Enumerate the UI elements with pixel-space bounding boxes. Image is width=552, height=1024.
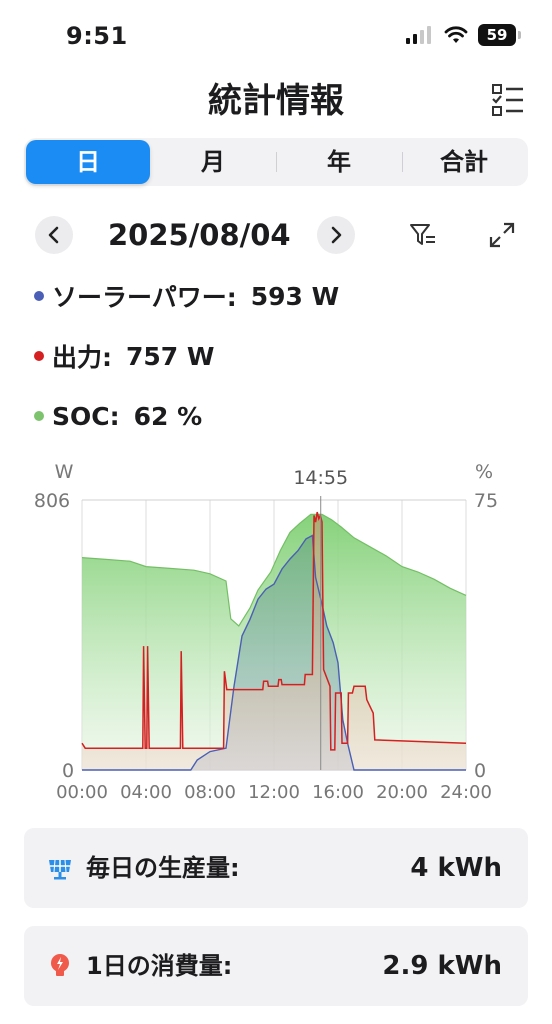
x-axis-tick-label: 12:00 bbox=[248, 782, 300, 803]
expand-icon[interactable] bbox=[487, 220, 517, 250]
metric-label: 出力: bbox=[52, 343, 112, 372]
title-bar: 統計情報 bbox=[0, 72, 552, 130]
tab-divider bbox=[276, 152, 277, 172]
daily-consumption-card[interactable]: 1日の消費量: 2.9 kWh bbox=[24, 926, 528, 1006]
metric-value: 62 % bbox=[133, 401, 203, 431]
right-axis-min: 0 bbox=[474, 760, 486, 782]
output-area bbox=[82, 512, 466, 770]
chevron-left-icon bbox=[48, 226, 59, 244]
x-axis-tick-label: 16:00 bbox=[312, 782, 364, 803]
period-tabs: 日 月 年 合計 bbox=[24, 138, 528, 186]
card-value: 4 kWh bbox=[410, 853, 502, 883]
tab-month[interactable]: 月 bbox=[201, 148, 225, 176]
left-axis-min: 0 bbox=[62, 760, 74, 782]
current-date[interactable]: 2025/08/04 bbox=[108, 218, 291, 252]
battery-level: 59 bbox=[486, 26, 508, 44]
x-axis-tick-label: 24:00 bbox=[440, 782, 492, 803]
next-day-button[interactable] bbox=[317, 216, 355, 254]
x-axis-tick-label: 08:00 bbox=[184, 782, 236, 803]
left-axis-unit: W bbox=[55, 461, 74, 483]
output-legend-dot bbox=[34, 351, 44, 361]
tab-divider bbox=[402, 152, 403, 172]
x-axis-tick-label: 00:00 bbox=[56, 782, 108, 803]
filter-icon[interactable] bbox=[408, 220, 438, 250]
left-axis-max: 806 bbox=[34, 490, 70, 512]
output-line bbox=[81, 511, 467, 751]
metric-label: SOC: bbox=[52, 401, 120, 431]
metric-value: 757 W bbox=[126, 341, 215, 371]
solar-panel-icon bbox=[49, 859, 71, 880]
status-bar: 9:51 59 bbox=[0, 0, 552, 70]
card-value: 2.9 kWh bbox=[382, 951, 502, 981]
status-icons: 59 bbox=[406, 24, 521, 46]
x-axis-tick-label: 04:00 bbox=[120, 782, 172, 803]
daily-production-card[interactable]: 毎日の生産量: 4 kWh bbox=[24, 828, 528, 908]
right-axis-unit: % bbox=[475, 461, 493, 483]
page-title: 統計情報 bbox=[208, 81, 344, 121]
metric-label: ソーラーパワー: bbox=[52, 283, 237, 312]
prev-day-button[interactable] bbox=[35, 216, 73, 254]
soc-line bbox=[81, 513, 467, 627]
right-axis-max: 75 bbox=[474, 490, 498, 512]
x-axis-tick-label: 20:00 bbox=[376, 782, 428, 803]
card-label: 1日の消費量: bbox=[86, 952, 233, 980]
metric-solar-power: ソーラーパワー: 593 W bbox=[34, 276, 339, 316]
status-time: 9:51 bbox=[66, 22, 128, 50]
metric-value: 593 W bbox=[250, 281, 340, 311]
solar-power-area bbox=[82, 535, 466, 770]
soc-legend-dot bbox=[34, 411, 44, 421]
checklist-icon[interactable] bbox=[490, 82, 526, 118]
signal-icon bbox=[406, 26, 431, 44]
date-navigation: 2025/08/04 bbox=[0, 212, 552, 258]
solar-power-line bbox=[82, 534, 466, 771]
card-label: 毎日の生産量: bbox=[86, 854, 240, 882]
battery-icon: 59 bbox=[478, 24, 521, 46]
metric-soc: SOC: 62 % bbox=[34, 396, 202, 436]
metric-output: 出力: 757 W bbox=[34, 336, 214, 376]
wifi-icon bbox=[444, 26, 468, 43]
lightbulb-icon bbox=[51, 954, 69, 976]
solar-legend-dot bbox=[34, 291, 44, 301]
power-chart[interactable]: 14:55 W 806 0% 75 0 00:00 04:00 08:00 12:00 16:00 2… bbox=[0, 450, 552, 810]
tab-total[interactable]: 合計 bbox=[440, 148, 488, 176]
chart-cursor-time: 14:55 bbox=[293, 467, 348, 489]
tab-day[interactable]: 日 bbox=[26, 140, 150, 184]
tab-year[interactable]: 年 bbox=[327, 148, 351, 176]
chevron-right-icon bbox=[331, 226, 342, 244]
